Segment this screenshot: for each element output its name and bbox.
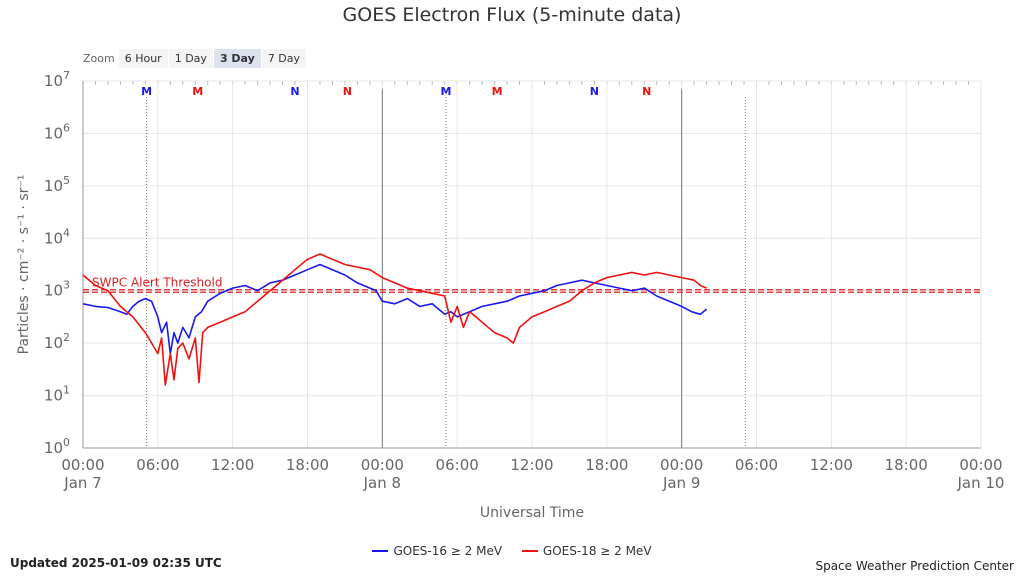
x-tick-label: 06:00	[735, 456, 778, 474]
y-tick-label: 103	[44, 279, 70, 300]
y-tick-label: 100	[44, 436, 70, 457]
x-tick-label: 00:00	[361, 456, 404, 474]
y-tick-label: 107	[44, 69, 70, 90]
legend-swatch-goes16	[372, 550, 389, 552]
updated-timestamp: Updated 2025-01-09 02:35 UTC	[10, 556, 222, 570]
x-tick-date-label: Jan 7	[63, 474, 101, 492]
y-tick-exponent: 3	[63, 279, 70, 292]
y-tick-label: 105	[44, 174, 70, 195]
y-tick-base: 10	[44, 334, 63, 352]
y-tick-exponent: 7	[63, 69, 70, 82]
legend-item-goes18[interactable]: GOES-18 ≥ 2 MeV	[521, 544, 652, 558]
legend-swatch-goes18	[521, 550, 538, 552]
y-tick-base: 10	[44, 282, 63, 300]
y-axis-title: Particles · cm⁻² · s⁻¹ · sr⁻¹	[16, 175, 32, 355]
legend: GOES-16 ≥ 2 MeV GOES-18 ≥ 2 MeV	[0, 541, 1024, 558]
credit-text: Space Weather Prediction Center	[815, 559, 1014, 573]
zoom-3-day-button[interactable]: 3 Day	[213, 49, 261, 68]
x-tick-label: 18:00	[885, 456, 928, 474]
series-line-goes16	[82, 263, 708, 355]
x-tick-date-label: Jan 9	[662, 474, 700, 492]
chart-title: GOES Electron Flux (5-minute data)	[342, 4, 682, 26]
zoom-1-day-button[interactable]: 1 Day	[168, 49, 213, 68]
y-tick-label: 106	[44, 121, 70, 142]
y-tick-exponent: 5	[63, 174, 70, 187]
y-tick-exponent: 6	[63, 121, 70, 134]
y-tick-exponent: 2	[63, 331, 70, 344]
orbit-marker-m: M	[192, 85, 203, 98]
y-tick-label: 102	[44, 331, 70, 352]
zoom-control: Zoom 6 Hour 1 Day 3 Day 7 Day	[83, 49, 307, 68]
x-tick-label: 06:00	[136, 456, 179, 474]
x-axis-title: Universal Time	[480, 505, 584, 521]
y-tick-label: 101	[44, 384, 70, 405]
y-tick-label: 104	[44, 226, 70, 247]
x-tick-label: 12:00	[211, 456, 254, 474]
y-tick-base: 10	[44, 229, 63, 247]
orbit-marker-m: M	[141, 85, 152, 98]
x-tick-label: 12:00	[510, 456, 553, 474]
orbit-marker-n: N	[590, 85, 599, 98]
y-tick-base: 10	[44, 72, 63, 90]
x-tick-label: 06:00	[436, 456, 479, 474]
x-tick-date-label: Jan 10	[957, 474, 1005, 492]
x-tick-label: 18:00	[286, 456, 329, 474]
y-tick-base: 10	[44, 177, 63, 195]
x-tick-date-label: Jan 8	[363, 474, 401, 492]
x-tick-label: 00:00	[61, 456, 104, 474]
y-tick-base: 10	[44, 439, 63, 457]
legend-item-goes16[interactable]: GOES-16 ≥ 2 MeV	[372, 544, 502, 558]
orbit-marker-n: N	[642, 85, 651, 98]
y-tick-exponent: 4	[63, 226, 70, 239]
orbit-marker-n: N	[343, 85, 352, 98]
x-tick-label: 00:00	[660, 456, 703, 474]
zoom-7-day-button[interactable]: 7 Day	[261, 49, 307, 68]
zoom-6-hour-button[interactable]: 6 Hour	[118, 49, 168, 68]
x-tick-label: 12:00	[810, 456, 853, 474]
orbit-marker-m: M	[440, 85, 451, 98]
legend-label-goes18: GOES-18 ≥ 2 MeV	[542, 544, 652, 558]
orbit-marker-n: N	[290, 85, 299, 98]
legend-label-goes16: GOES-16 ≥ 2 MeV	[393, 544, 503, 558]
y-tick-exponent: 1	[63, 384, 70, 397]
x-tick-label: 00:00	[959, 456, 1002, 474]
orbit-marker-m: M	[492, 85, 503, 98]
threshold-label: SWPC Alert Threshold	[92, 276, 222, 290]
y-tick-base: 10	[44, 124, 63, 142]
series-line-goes18	[82, 253, 707, 386]
y-tick-base: 10	[44, 387, 63, 405]
zoom-label: Zoom	[83, 52, 115, 65]
x-tick-label: 18:00	[585, 456, 628, 474]
y-tick-exponent: 0	[63, 436, 70, 449]
